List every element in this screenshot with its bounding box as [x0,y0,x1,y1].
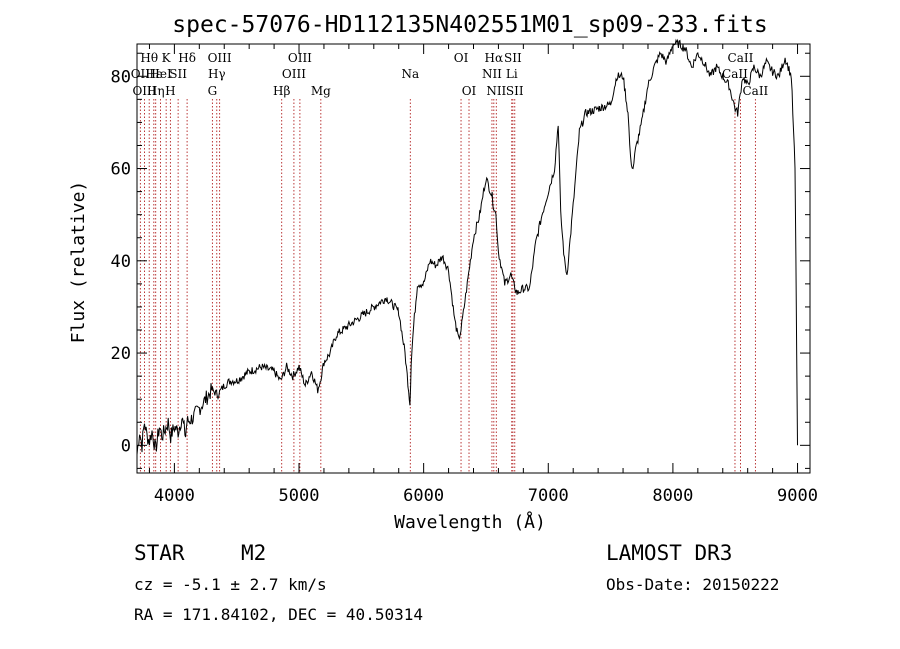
spectrum-series [136,38,798,455]
line-marker-label: Hε [145,67,162,81]
line-marker-label: Hδ [178,51,196,65]
object-subclass: M2 [241,541,266,565]
line-marker-label: OIII [282,67,306,81]
spectral-line-markers: Hθ OII OIII HεK HeI Hη SII H Hδ OIII Hγ G Hβ OIII OIII… [131,51,769,473]
y-axis-label: Flux (relative) [68,181,89,344]
line-marker-label: SII [506,84,524,98]
survey-name: LAMOST DR3 [606,541,732,565]
x-tick-label: 5000 [279,486,320,506]
line-marker-label: OII [131,67,151,81]
y-tick-label: 80 [111,67,131,87]
line-marker-label: NII [482,67,502,81]
coordinates: RA = 171.84102, DEC = 40.50314 [134,605,423,624]
x-axis-ticks: 4000 5000 6000 7000 8000 9000 [148,44,818,506]
line-marker-label: CaII [742,84,768,98]
line-marker-label: Hγ [208,67,226,81]
line-marker-label: CaII [728,51,754,65]
line-marker-label: OI [462,84,477,98]
y-tick-label: 40 [111,252,131,272]
line-marker-label: K [162,51,172,65]
x-tick-label: 7000 [528,486,569,506]
line-marker-label: Hη [147,84,165,98]
line-marker-label: H [165,84,175,98]
line-marker-label: OIII [288,51,312,65]
x-tick-label: 4000 [154,486,195,506]
object-class: STAR [134,541,185,565]
line-marker-label: Mg [311,84,331,98]
spectrum-line [136,38,798,455]
line-marker-label: CaII [722,67,748,81]
line-marker-label: SII [169,67,187,81]
line-marker-label: Hα [485,51,504,65]
redshift-cz: cz = -5.1 ± 2.7 km/s [134,575,327,594]
line-marker-label: HeI [149,67,172,81]
y-axis-ticks: 0 20 40 60 80 [111,52,810,469]
y-tick-label: 0 [121,436,131,456]
line-marker-label: Na [401,67,419,81]
line-marker-label: OIII [208,51,232,65]
line-marker-label: Hθ [140,51,158,65]
line-marker-label: G [208,84,218,98]
observation-date: Obs-Date: 20150222 [606,575,779,594]
y-tick-label: 60 [111,160,131,180]
x-tick-label: 8000 [652,486,693,506]
y-tick-label: 20 [111,344,131,364]
line-marker-label: OI [454,51,469,65]
plot-frame [136,43,811,474]
line-marker-label: Li [506,67,518,81]
x-axis-label: Wavelength (Å) [394,511,546,533]
line-marker-label: NII [486,84,506,98]
x-tick-label: 9000 [777,486,818,506]
line-marker-label: SII [504,51,522,65]
line-marker-label: Hβ [273,84,290,98]
line-marker-label: OIII [132,84,156,98]
chart-title: spec-57076-HD112135N402551M01_sp09-233.f… [172,12,767,38]
x-tick-label: 6000 [403,486,444,506]
